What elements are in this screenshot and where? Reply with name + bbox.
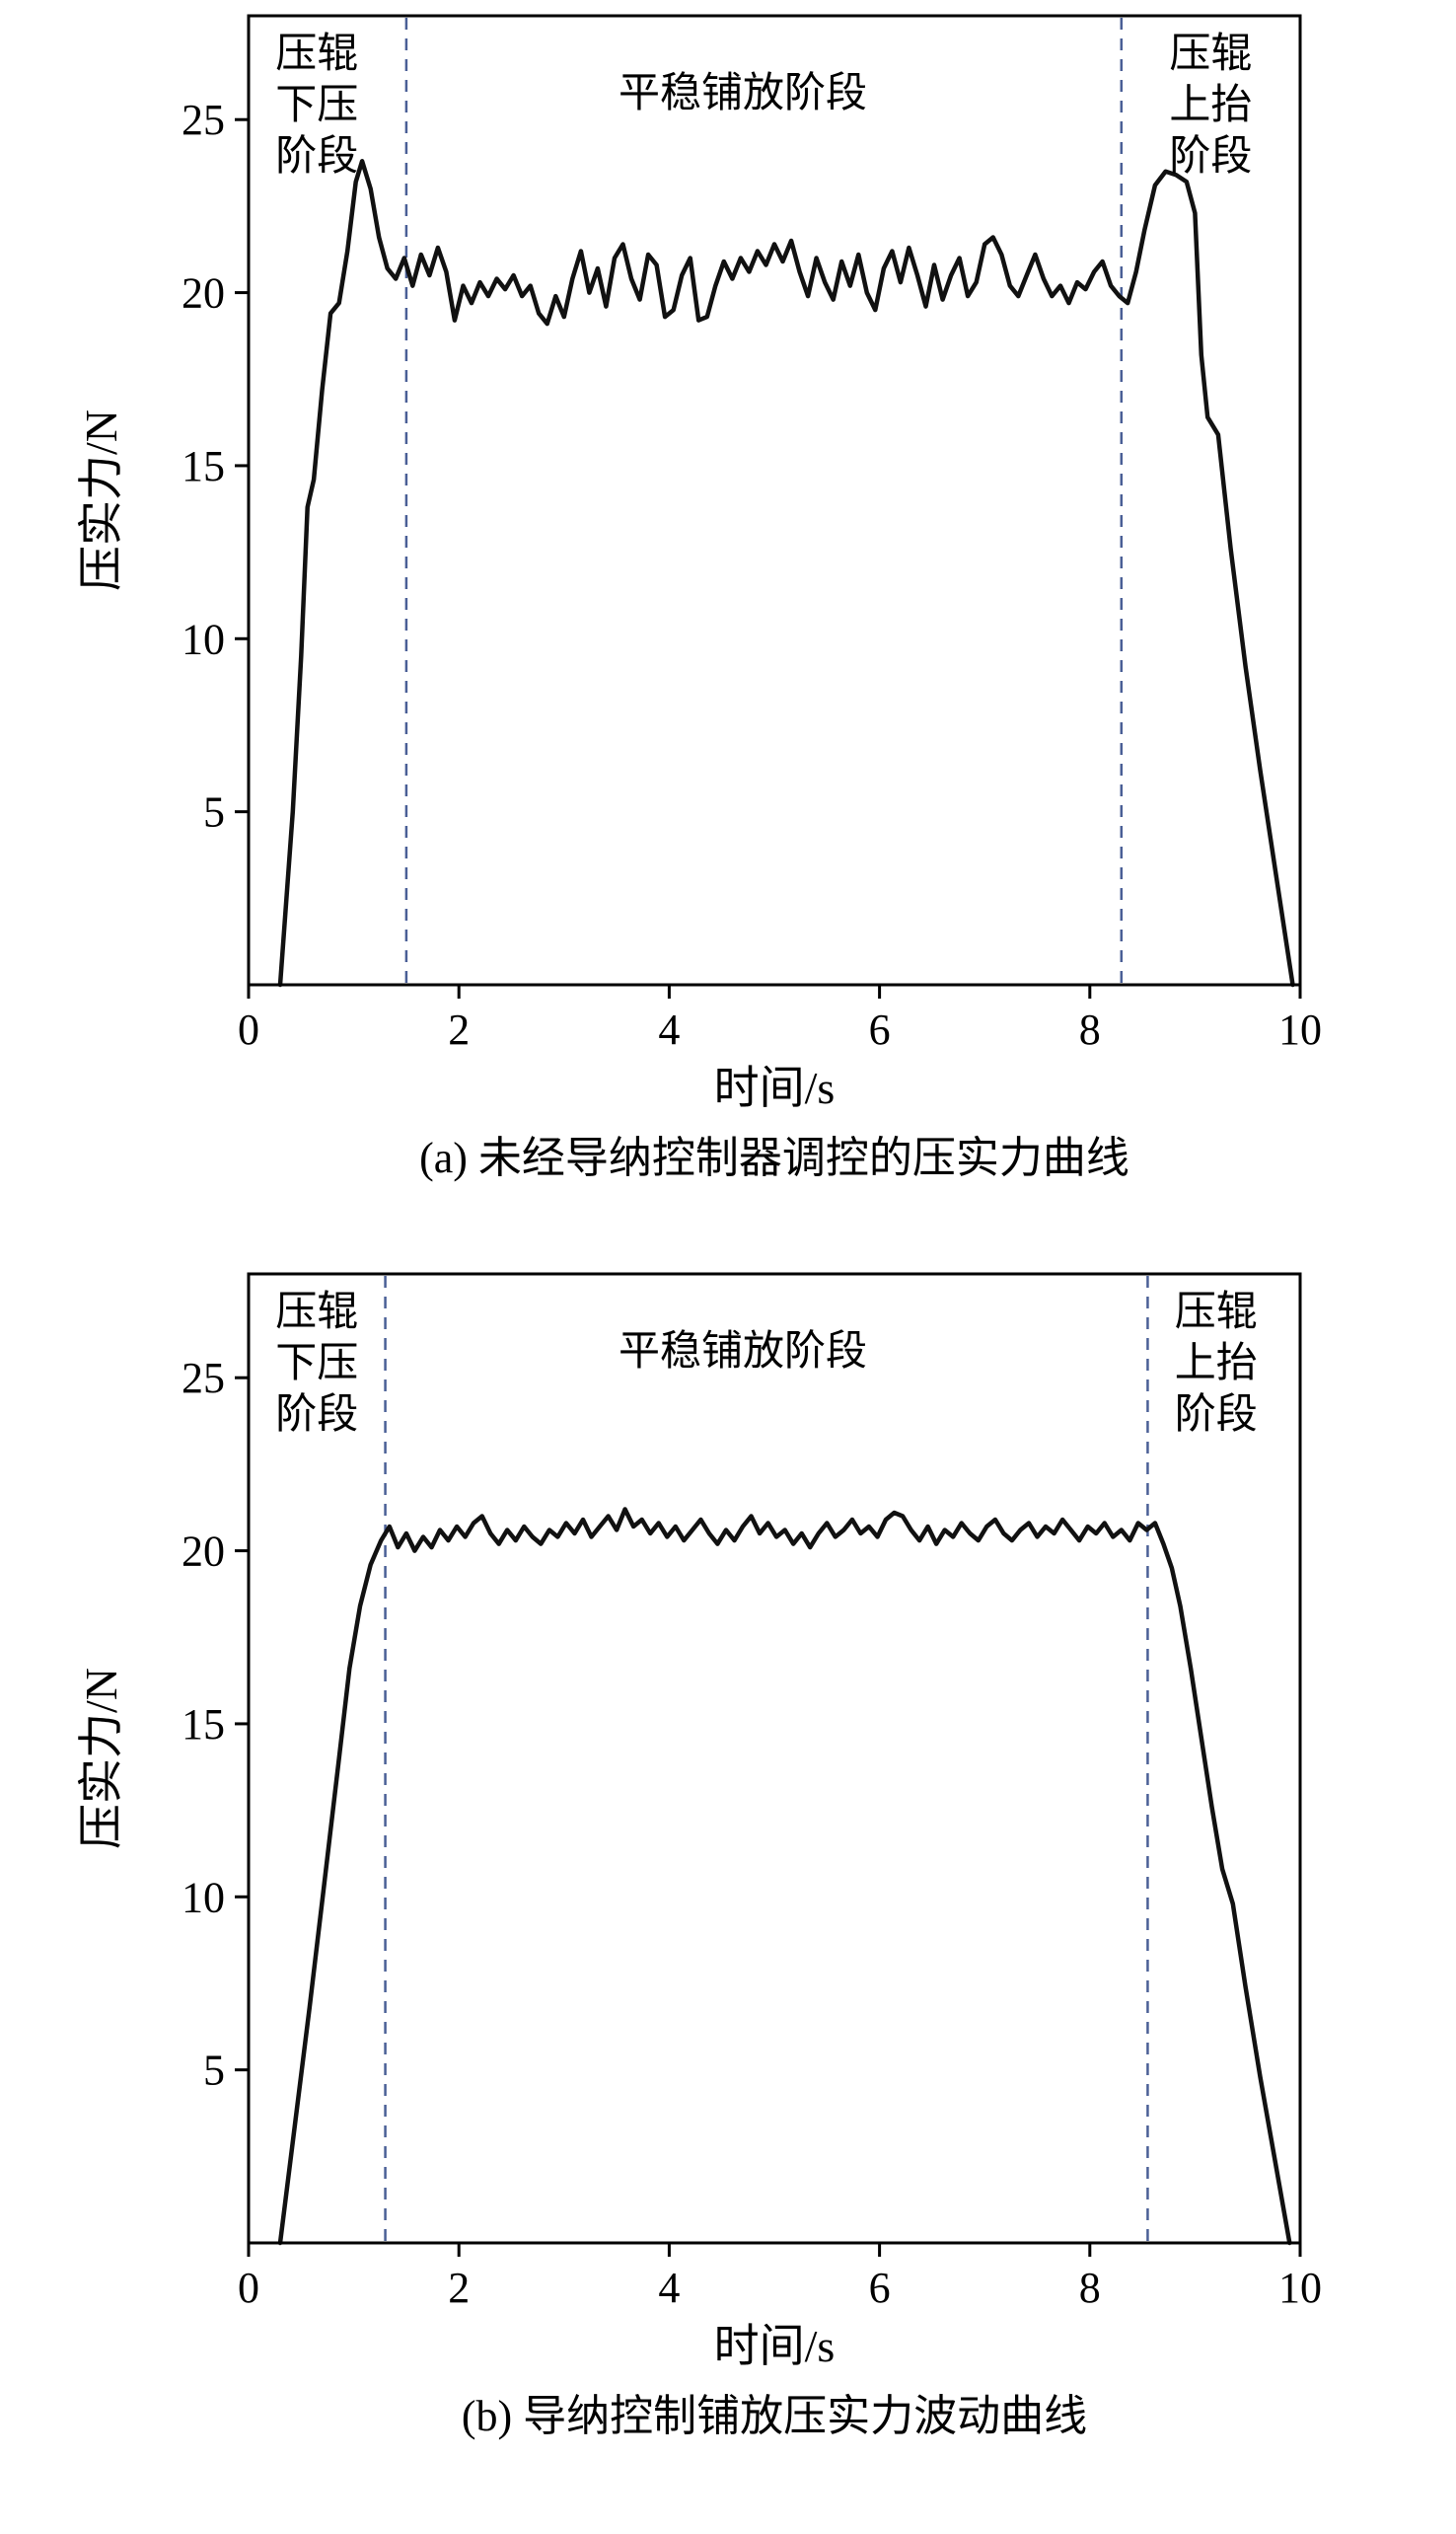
- y-axis-title: 压实力/N: [76, 410, 126, 591]
- page: 0 2 4 6 8 10 5 10 15 20 25 压辊 下压 阶段 平稳铺放阶段 压辊 上抬 阶段 时间/s 压实…: [0, 6, 1456, 2445]
- x-tick-label: 6: [869, 2264, 891, 2312]
- figure-b: 0 2 4 6 8 10 5 10 15 20 25 压辊下压阶段 平稳铺放阶段 压辊上抬阶段时间/s 压实…: [0, 1264, 1456, 2445]
- stage-press-down-label: 下压: [275, 1341, 358, 1386]
- stage-press-down-label: 压辊: [275, 1289, 358, 1335]
- y-tick-label: 20: [182, 269, 225, 318]
- y-tick-label: 25: [182, 1354, 225, 1402]
- x-tick-label: 10: [1278, 2264, 1322, 2312]
- x-tick-label: 0: [238, 2264, 259, 2312]
- x-tick-label: 6: [869, 1006, 891, 1054]
- y-tick-label: 10: [182, 1873, 225, 1921]
- chart-b: 0 2 4 6 8 10 5 10 15 20 25 压辊下压阶段 平稳铺放阶段 压辊上抬阶段时间/s 压实…: [0, 1264, 1456, 2374]
- stage-lift-up-label: 阶段: [1175, 1392, 1258, 1438]
- stage-stable-label: 平稳铺放阶段: [619, 71, 867, 116]
- stage-press-down-label: 压辊: [275, 31, 358, 77]
- stage-press-down-label: 下压: [275, 83, 358, 128]
- y-tick-label: 15: [182, 442, 225, 490]
- x-axis-title: 时间/s: [714, 2321, 836, 2371]
- x-tick-label: 10: [1278, 1006, 1322, 1054]
- y-tick-label: 5: [203, 788, 225, 837]
- stage-lift-up-label: 上抬: [1169, 83, 1252, 128]
- caption-a: (a) 未经导纳控制器调控的压实力曲线: [419, 1134, 1129, 1182]
- x-tick-label: 8: [1079, 1006, 1101, 1054]
- plot-border: [247, 1272, 1302, 2245]
- caption-b: (b) 导纳控制铺放压实力波动曲线: [461, 2392, 1088, 2440]
- plot-border: [247, 14, 1302, 987]
- stage-lift-up-label: 阶段: [1169, 134, 1252, 180]
- y-tick-label: 15: [182, 1700, 225, 1749]
- y-tick-label: 20: [182, 1528, 225, 1576]
- x-axis-title: 时间/s: [714, 1063, 836, 1113]
- x-tick-label: 0: [238, 1006, 259, 1054]
- y-axis-title: 压实力/N: [76, 1668, 126, 1849]
- figure-a: 0 2 4 6 8 10 5 10 15 20 25 压辊下压阶段 平稳铺放阶段 压辊上抬阶段时间/s 压实…: [0, 6, 1456, 1187]
- stage-press-down-label: 阶段: [275, 1392, 358, 1438]
- chart-a: 0 2 4 6 8 10 5 10 15 20 25 压辊下压阶段 平稳铺放阶段 压辊上抬阶段时间/s 压实…: [0, 6, 1456, 1116]
- force-curve: [277, 1507, 1292, 2246]
- stage-lift-up-label: 上抬: [1175, 1341, 1258, 1386]
- stage-lift-up-label: 压辊: [1169, 31, 1252, 77]
- x-tick-label: 2: [448, 2264, 470, 2312]
- y-tick-label: 10: [182, 615, 225, 663]
- force-curve: [277, 159, 1295, 988]
- stage-stable-label: 平稳铺放阶段: [619, 1329, 867, 1375]
- x-tick-label: 4: [658, 1006, 680, 1054]
- y-tick-label: 5: [203, 2047, 225, 2095]
- x-tick-label: 4: [658, 2264, 680, 2312]
- x-tick-label: 8: [1079, 2264, 1101, 2312]
- stage-lift-up-label: 压辊: [1175, 1289, 1258, 1335]
- x-tick-label: 2: [448, 1006, 470, 1054]
- stage-press-down-label: 阶段: [275, 134, 358, 180]
- y-tick-label: 25: [182, 96, 225, 144]
